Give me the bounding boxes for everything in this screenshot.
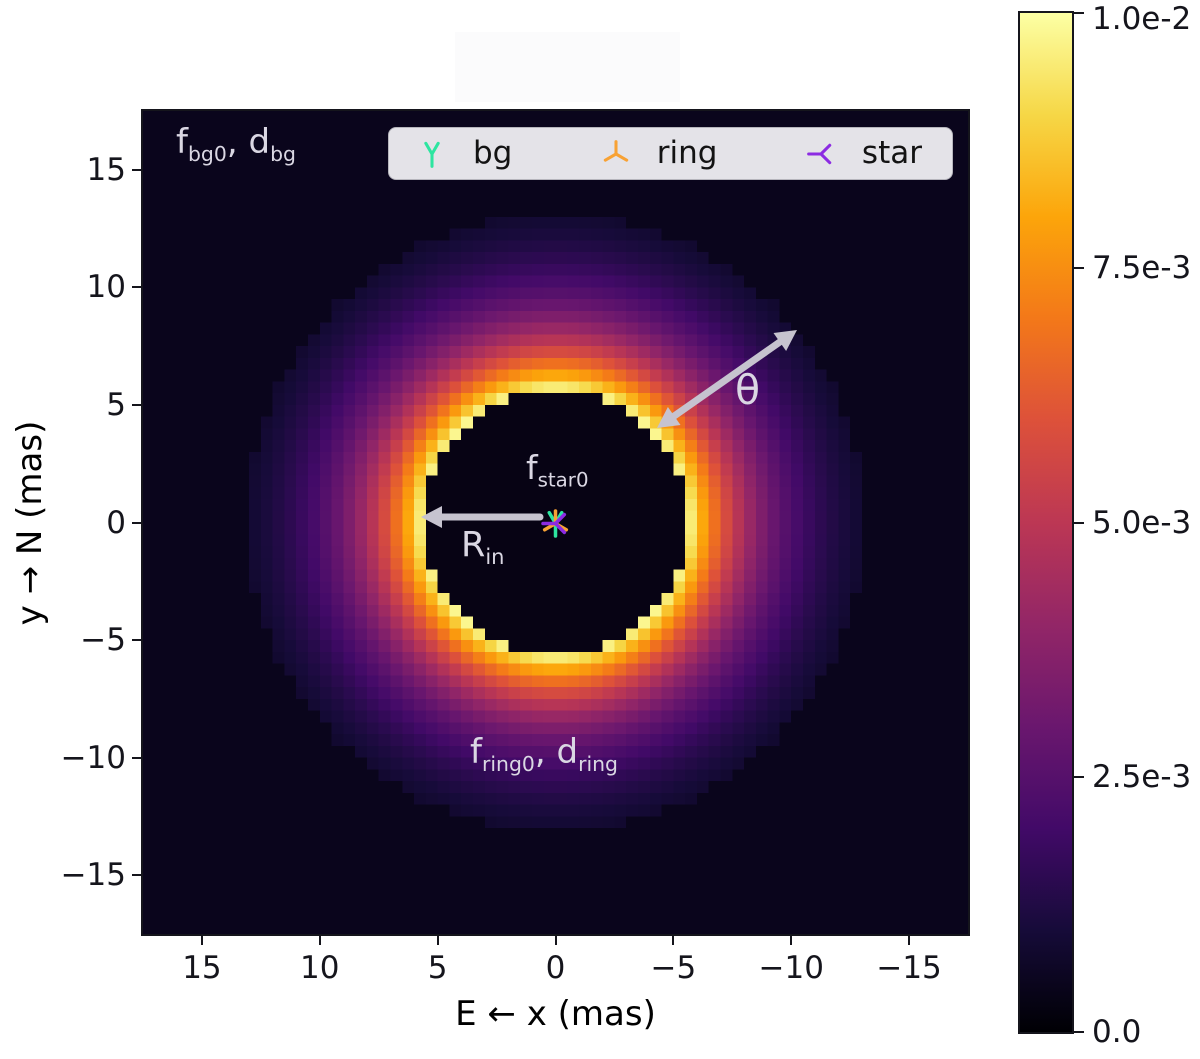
theta-arrow [664,334,790,424]
colorbar-tick [1074,1031,1084,1033]
y-axis-tick [132,286,141,289]
colorbar-tick-label: 2.5e-3 [1092,759,1192,796]
y-axis-tick-label: −15 [60,857,126,894]
legend-label-star: star [861,135,922,171]
x-axis-tick-label: 0 [545,950,566,986]
colorbar-tick [1074,521,1084,524]
x-axis-tick [318,936,321,945]
colorbar-tick [1074,266,1084,269]
legend-item-star: star [802,135,922,173]
colorbar-tick-label: 7.5e-3 [1092,249,1192,286]
x-axis-tick-label: −5 [650,950,697,986]
legend-label-ring: ring [656,135,718,171]
theta-arrow-head [657,406,681,428]
star-flux-annotation: fstar0 [526,448,589,492]
y-axis-tick [132,756,141,759]
y-axis-tick-label: −10 [60,739,126,776]
y-axis-tick-label: −5 [80,622,126,659]
center-star-marker [553,521,567,535]
faint-artifact-rect [455,32,680,102]
y-axis-tick-label: 5 [106,386,126,423]
x-axis-tick [790,936,793,945]
bg-params-annotation: fbg0, dbg [176,122,296,166]
x-axis-tick [908,936,911,945]
colorbar-tick-label: 1.0e-2 [1092,1,1192,37]
legend-item-ring: ring [597,135,718,173]
x-axis-tick-label: 15 [182,950,222,986]
theta-arrow-head [773,330,797,352]
rin-arrow-head [421,506,442,528]
x-axis-tick [554,936,557,945]
x-axis-tick [436,936,439,945]
y-axis-tick-label: 10 [86,269,126,306]
colorbar-tick-label: 0.0 [1092,1014,1142,1050]
legend-item-bg: bg [413,135,512,173]
x-axis-tick-label: −10 [758,950,824,986]
y-axis-tick [132,639,141,642]
x-axis-tick-label: −15 [876,950,942,986]
x-axis-tick [200,936,203,945]
colorbar-tick-label: 5.0e-3 [1092,504,1192,541]
y-axis-label: y → N (mas) [10,420,50,626]
rin-annotation: Rin [461,525,505,569]
y-axis-tick [132,521,141,524]
x-axis-tick [672,936,675,945]
theta-annotation: θ [735,366,761,414]
y-axis-tick [132,403,141,406]
x-axis-label: E ← x (mas) [455,994,656,1034]
center-star-marker [553,512,567,526]
tri-left-icon [807,143,832,164]
colorbar [1018,11,1074,1034]
y-axis-tick-label: 0 [106,504,126,541]
x-axis-tick-label: 5 [427,950,448,986]
colorbar-tick [1074,776,1084,779]
tri-down-y-icon [424,141,440,168]
legend-label-bg: bg [473,135,513,171]
y-axis-tick [132,168,141,171]
y-axis-tick-label: 15 [86,151,126,188]
plot-overlay [421,330,797,538]
x-axis-tick-label: 10 [300,950,340,986]
colorbar-tick [1074,12,1084,14]
legend: bg ring star [388,127,953,180]
ring-params-annotation: fring0, dring [470,732,618,776]
tri-up-icon [603,139,629,162]
y-axis-tick [132,874,141,877]
plot-area: bg ring star fbg0, dbg fstar0 Rin θ fring0, … [141,109,970,936]
